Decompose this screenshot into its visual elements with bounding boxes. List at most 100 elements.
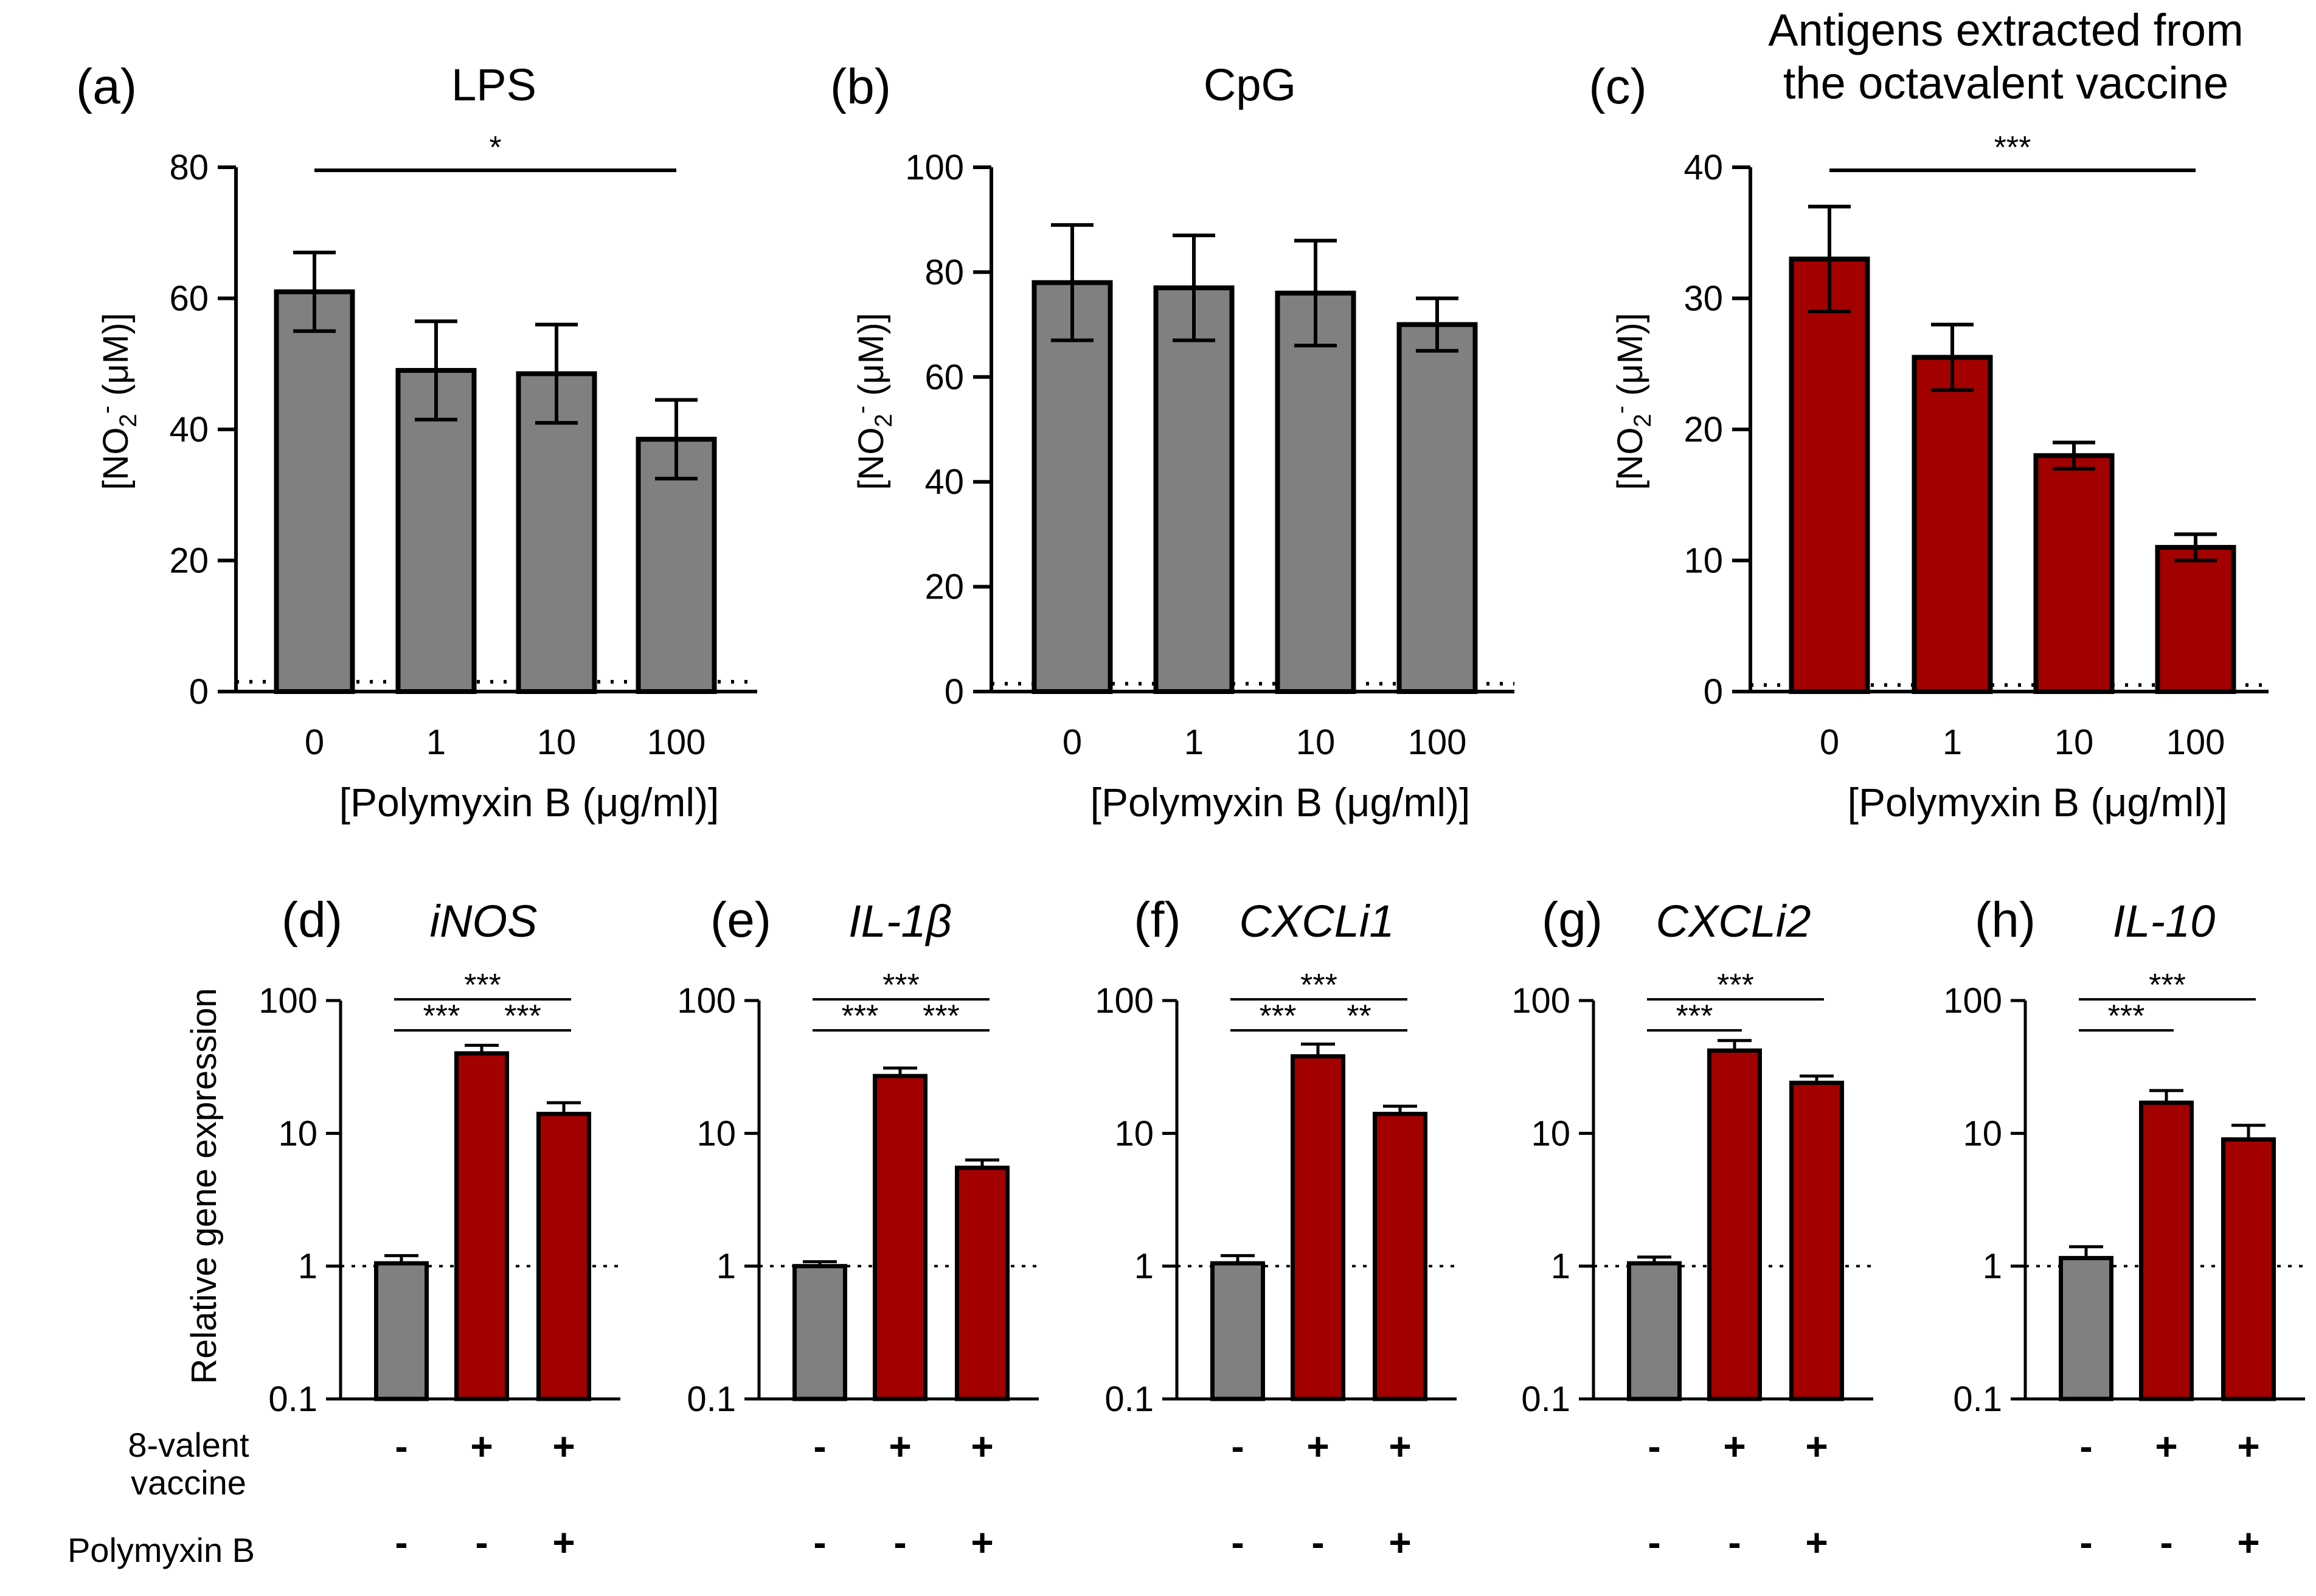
x-tick-label: 100 bbox=[2166, 723, 2225, 762]
panel-letter: (g) bbox=[1542, 892, 1603, 948]
x-tick-label: 10 bbox=[2054, 723, 2094, 762]
polymyxin-sign: - bbox=[1231, 1521, 1244, 1564]
y-tick-label: 20 bbox=[169, 541, 209, 581]
y-tick-label: 1 bbox=[1134, 1247, 1154, 1286]
polymyxin-sign: + bbox=[2237, 1521, 2259, 1564]
y-tick-label: 1 bbox=[1983, 1247, 2002, 1286]
y-tick-label: 100 bbox=[905, 148, 964, 187]
bar bbox=[2059, 1255, 2113, 1401]
y-tick-label: 100 bbox=[1095, 981, 1154, 1021]
panel-title-line1: Antigens extracted from bbox=[1768, 5, 2243, 55]
bar bbox=[2139, 1100, 2194, 1401]
row-label-vaccine-line2: vaccine bbox=[131, 1463, 246, 1502]
panel-letter: (a) bbox=[76, 59, 137, 114]
bar bbox=[2033, 453, 2115, 694]
significance-label: *** bbox=[1300, 968, 1337, 1003]
significance-label: *** bbox=[1717, 968, 1754, 1003]
polymyxin-sign: - bbox=[1648, 1521, 1660, 1564]
y-tick-label: 0.1 bbox=[1521, 1379, 1570, 1419]
bar bbox=[374, 1261, 429, 1401]
panel-letter: (c) bbox=[1589, 59, 1647, 114]
y-tick-label: 100 bbox=[677, 981, 736, 1021]
polymyxin-sign: - bbox=[813, 1521, 826, 1564]
bar bbox=[955, 1165, 1010, 1401]
y-axis-label: [NO2- (μM)] bbox=[1607, 313, 1656, 490]
panel-letter: (d) bbox=[282, 892, 342, 948]
significance-label: *** bbox=[1676, 999, 1713, 1034]
vaccine-sign: + bbox=[1389, 1424, 1411, 1468]
significance-label: *** bbox=[2149, 968, 2186, 1003]
bar bbox=[1912, 355, 1993, 694]
vaccine-sign: - bbox=[2079, 1424, 2092, 1468]
y-axis-label: [NO2- (μM)] bbox=[848, 313, 897, 490]
significance-label: ** bbox=[1347, 999, 1371, 1034]
y-tick-label: 40 bbox=[924, 462, 964, 502]
significance-label: *** bbox=[464, 968, 501, 1003]
panel-title: iNOS bbox=[430, 896, 538, 946]
y-tick-label: 0 bbox=[1704, 672, 1723, 712]
significance-label: *** bbox=[504, 999, 541, 1034]
panel-title: IL-10 bbox=[2113, 896, 2216, 946]
polymyxin-sign: + bbox=[552, 1521, 575, 1564]
bar bbox=[1373, 1111, 1427, 1401]
polymyxin-sign: - bbox=[475, 1521, 488, 1564]
y-tick-label: 0.1 bbox=[268, 1379, 317, 1419]
significance-label: * bbox=[489, 130, 501, 165]
bar bbox=[1275, 290, 1356, 694]
bar bbox=[1396, 322, 1478, 694]
y-tick-label: 0.1 bbox=[687, 1379, 736, 1419]
vaccine-sign: + bbox=[552, 1424, 575, 1468]
vaccine-sign: - bbox=[1231, 1424, 1244, 1468]
x-axis-label: [Polymyxin B (μg/ml)] bbox=[339, 780, 719, 825]
bar bbox=[2221, 1137, 2276, 1401]
panel-b: (b) CpG 0 20 40 60 80 100 0 1 10 100 [Polymyxin B (μ… bbox=[830, 59, 1514, 825]
y-tick-label: 10 bbox=[1531, 1114, 1570, 1153]
bar bbox=[1291, 1054, 1345, 1401]
x-tick-label: 0 bbox=[1820, 723, 1839, 762]
condition-rows: 8-valent vaccine Polymyxin B Relative ge… bbox=[68, 988, 2260, 1569]
panel-title: IL-1β bbox=[848, 896, 952, 946]
y-tick-label: 80 bbox=[924, 252, 964, 292]
panel-title: CXCLi2 bbox=[1656, 896, 1811, 946]
y-tick-label: 100 bbox=[258, 981, 317, 1021]
x-tick-label: 0 bbox=[305, 723, 324, 762]
vaccine-sign: + bbox=[1805, 1424, 1828, 1468]
y-tick-label: 40 bbox=[1683, 148, 1723, 187]
vaccine-sign: - bbox=[813, 1424, 826, 1468]
bar bbox=[536, 1111, 591, 1401]
vaccine-sign: + bbox=[2155, 1424, 2177, 1468]
polymyxin-sign: + bbox=[1805, 1521, 1828, 1564]
y-tick-label: 10 bbox=[1963, 1114, 2002, 1153]
vaccine-sign: + bbox=[1723, 1424, 1746, 1468]
y-tick-label: 80 bbox=[169, 148, 209, 187]
significance-label: *** bbox=[842, 999, 879, 1034]
panel-h: (h) IL-10 0.1 1 10 100 ****** bbox=[1943, 892, 2305, 1419]
polymyxin-sign: - bbox=[2079, 1521, 2092, 1564]
bar bbox=[1210, 1261, 1265, 1401]
x-tick-label: 10 bbox=[1296, 723, 1336, 762]
significance-label: *** bbox=[882, 968, 920, 1003]
x-axis-label: [Polymyxin B (μg/ml)] bbox=[1090, 780, 1471, 825]
panel-title: LPS bbox=[451, 60, 536, 110]
y-tick-label: 10 bbox=[1114, 1114, 1154, 1153]
panel-a: (a) LPS 0 20 40 60 80 0 1 10 100 [Polymyxin B (μg/m… bbox=[76, 59, 757, 825]
panel-title-line2: the octavalent vaccine bbox=[1783, 58, 2228, 108]
x-tick-label: 100 bbox=[647, 723, 706, 762]
panel-title: CpG bbox=[1204, 60, 1296, 110]
bar bbox=[873, 1074, 927, 1401]
bar bbox=[636, 437, 717, 694]
x-tick-label: 1 bbox=[1184, 723, 1204, 762]
polymyxin-sign: - bbox=[1728, 1521, 1741, 1564]
x-tick-label: 0 bbox=[1063, 723, 1082, 762]
vaccine-sign: + bbox=[971, 1424, 993, 1468]
y-tick-label: 0 bbox=[189, 672, 209, 712]
vaccine-sign: - bbox=[395, 1424, 407, 1468]
vaccine-sign: + bbox=[2237, 1424, 2259, 1468]
bar bbox=[1707, 1048, 1762, 1401]
y-tick-label: 0.1 bbox=[1953, 1379, 2002, 1419]
